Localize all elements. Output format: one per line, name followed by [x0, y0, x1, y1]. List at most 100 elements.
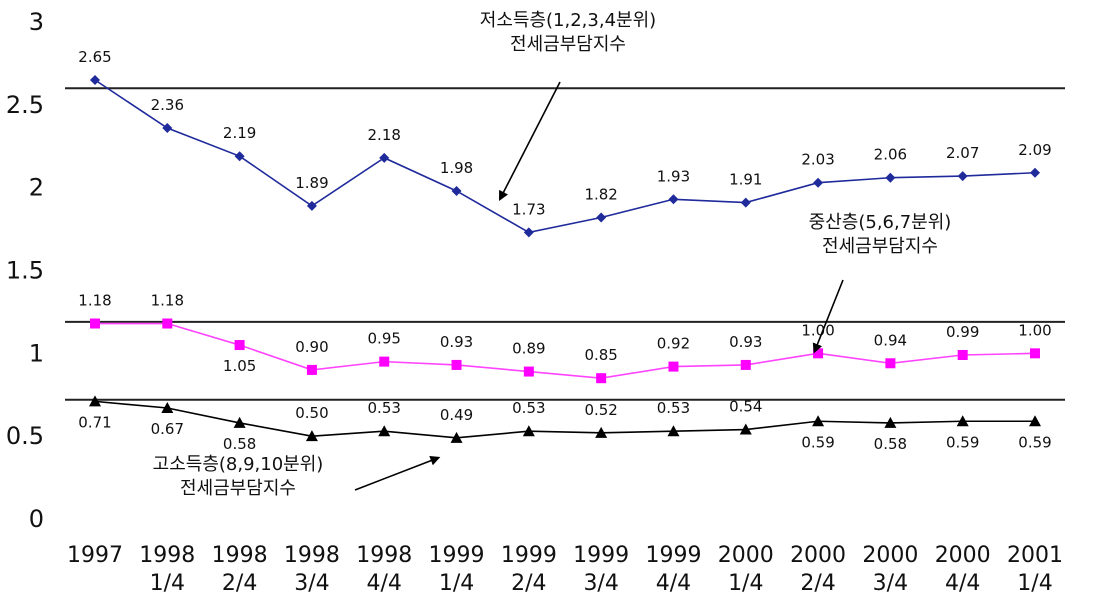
y-tick-label: 0.5	[6, 422, 44, 450]
y-tick-label: 2.5	[6, 91, 44, 119]
data-point	[957, 349, 968, 360]
data-label: 2.65	[78, 48, 111, 66]
annotation-arrow	[812, 279, 844, 354]
data-label: 2.07	[946, 144, 979, 162]
data-label: 0.59	[1018, 433, 1051, 451]
x-tick-label: 1998 4/4	[356, 543, 412, 596]
annotation-label: 고소득층(8,9,10분위) 전세금부담지수	[153, 454, 324, 499]
data-point	[668, 361, 679, 372]
data-point	[522, 425, 535, 437]
data-label: 1.00	[1018, 321, 1051, 339]
data-point	[1030, 348, 1040, 359]
data-point	[596, 212, 607, 223]
data-label: 2.19	[223, 124, 256, 142]
data-label: 1.91	[729, 171, 762, 189]
data-label: 0.67	[151, 420, 184, 438]
data-label: 1.00	[801, 321, 834, 339]
data-point	[305, 430, 318, 442]
y-tick-label: 2	[29, 174, 44, 202]
data-label: 1.05	[223, 357, 256, 375]
data-label: 1.73	[512, 200, 545, 218]
x-tick-label: 1999 4/4	[645, 543, 701, 596]
data-point	[595, 426, 608, 438]
data-point	[1030, 167, 1040, 178]
data-label: 0.93	[729, 333, 762, 351]
data-point	[885, 172, 896, 183]
data-label: 0.59	[946, 433, 979, 451]
data-label: 0.50	[295, 404, 328, 422]
series-group	[89, 74, 1041, 443]
data-label: 2.18	[368, 126, 401, 144]
data-label: 0.99	[946, 323, 979, 341]
data-point	[740, 197, 751, 208]
data-point	[523, 227, 534, 238]
series-line	[95, 322, 1036, 379]
series-line	[94, 400, 1035, 439]
annotation-label: 중산층(5,6,7분위) 전세금부담지수	[809, 212, 952, 257]
data-label: 1.98	[440, 159, 473, 177]
data-label: 0.71	[78, 413, 111, 431]
data-point	[162, 318, 173, 329]
data-label: 0.53	[368, 399, 401, 417]
data-point	[161, 402, 174, 414]
data-point	[739, 423, 752, 435]
annotation-arrow	[354, 455, 441, 491]
series-line	[94, 79, 1036, 234]
data-label: 0.95	[368, 330, 401, 348]
x-tick-label: 2000 2/4	[790, 543, 846, 596]
data-label: 0.92	[657, 335, 690, 353]
data-label: 0.53	[657, 399, 690, 417]
y-tick-label: 1.5	[6, 257, 44, 285]
data-label: 1.18	[78, 292, 111, 310]
data-point	[596, 373, 607, 384]
x-tick-label: 2000 4/4	[935, 543, 991, 596]
data-point	[90, 318, 100, 329]
data-label: 1.18	[151, 292, 184, 310]
data-label: 2.09	[1018, 141, 1051, 159]
x-tick-label: 1998 2/4	[212, 543, 268, 596]
data-label: 0.58	[874, 435, 907, 453]
data-point	[162, 123, 173, 134]
data-point	[740, 359, 751, 370]
data-point	[667, 425, 680, 437]
data-point	[451, 185, 462, 196]
x-tick-label: 2001 1/4	[1007, 543, 1063, 596]
data-point	[234, 340, 245, 351]
data-point	[813, 177, 824, 188]
data-label: 0.90	[295, 338, 328, 356]
data-point	[379, 152, 390, 163]
data-label: 0.49	[440, 406, 473, 424]
data-point	[812, 415, 825, 427]
data-point	[885, 358, 896, 369]
x-tick-label: 2000 1/4	[718, 543, 774, 596]
y-axis: 0 0.5 1 1.5 2 2.5 3	[6, 8, 44, 533]
y-tick-label: 0	[29, 505, 44, 533]
x-tick-label: 1999 2/4	[501, 543, 557, 596]
annotation-label: 저소득층(1,2,3,4분위) 전세금부담지수	[480, 10, 656, 55]
data-label: 0.54	[729, 398, 762, 416]
data-point	[957, 171, 968, 182]
data-label: 2.36	[151, 96, 184, 114]
data-label: 0.53	[512, 399, 545, 417]
data-point	[233, 416, 246, 428]
data-point	[523, 366, 534, 377]
x-tick-label: 1999 3/4	[573, 543, 629, 596]
data-label: 0.89	[512, 340, 545, 358]
data-point	[89, 395, 101, 407]
x-tick-label: 1997	[67, 543, 123, 568]
data-label: 0.94	[874, 331, 907, 349]
reference-lines	[65, 87, 1065, 401]
data-point	[884, 416, 897, 428]
data-labels: 2.65 2.36 2.19 1.89 2.18 1.98 1.73 1.82 1.93 1.91…	[78, 48, 1051, 453]
data-point	[378, 425, 391, 437]
data-point	[451, 359, 462, 370]
data-point	[90, 74, 100, 85]
data-label: 2.03	[801, 151, 834, 169]
data-label: 0.93	[440, 333, 473, 351]
data-label: 1.89	[295, 174, 328, 192]
x-axis: 1997 1998 1/4 1998 2/4 1998 3/4 1998 4/4 1999 1/4 1…	[67, 543, 1063, 596]
y-tick-label: 3	[29, 8, 44, 36]
x-tick-label: 1998 3/4	[284, 543, 340, 596]
